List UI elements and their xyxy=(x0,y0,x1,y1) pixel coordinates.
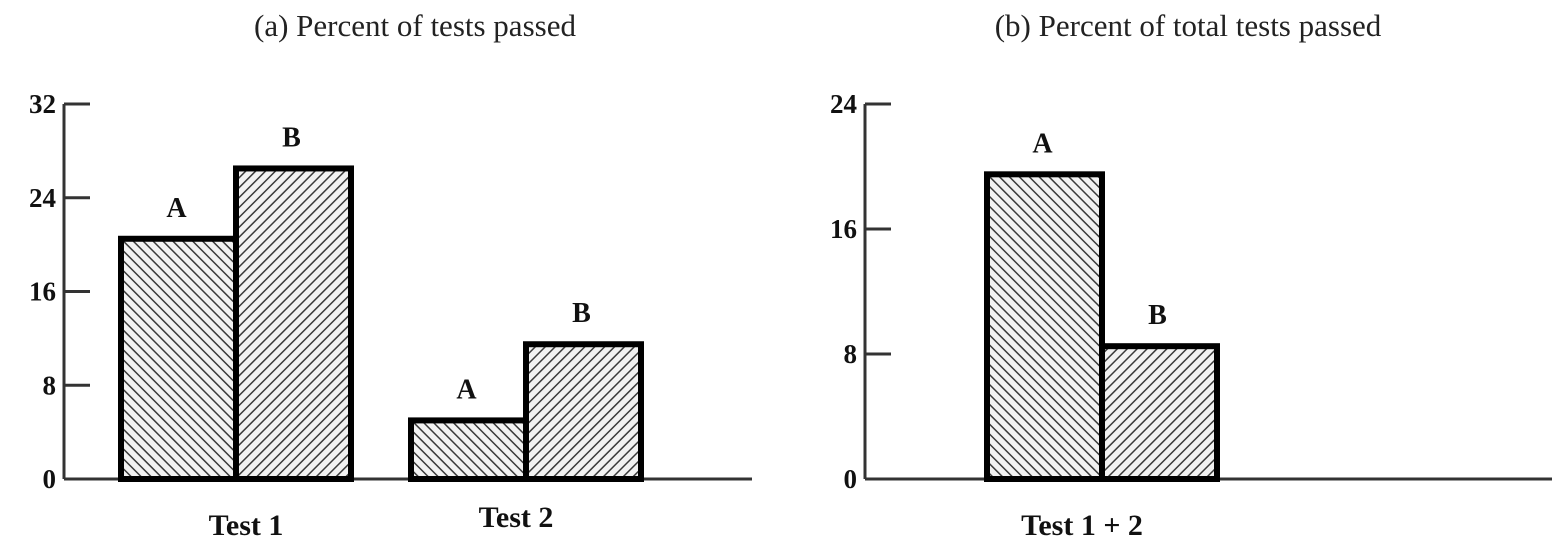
bar xyxy=(233,165,354,482)
chart-a-y-ticks: 0 8 16 24 32 xyxy=(29,89,90,494)
bar xyxy=(984,171,1105,482)
y-tick-label: 8 xyxy=(844,339,858,369)
bar-label: B xyxy=(1148,300,1167,331)
y-tick-label: 32 xyxy=(29,89,56,119)
y-tick-label: 0 xyxy=(844,464,858,494)
chart-b-bars: AB xyxy=(984,128,1220,482)
bar-label: B xyxy=(282,122,301,153)
y-tick-label: 24 xyxy=(830,89,857,119)
y-tick-label: 16 xyxy=(29,277,56,307)
y-tick-label: 0 xyxy=(43,464,57,494)
chart-b-title: (b) Percent of total tests passed xyxy=(995,8,1382,43)
chart-b-category-label: Test 1 + 2 xyxy=(1021,509,1143,542)
y-tick-label: 24 xyxy=(29,183,56,213)
bar-label: A xyxy=(456,374,477,405)
bar-label: B xyxy=(572,298,591,329)
chart-a-bars: A B A B xyxy=(118,122,644,482)
bar-label: A xyxy=(1032,128,1053,159)
chart-a-title: (a) Percent of tests passed xyxy=(254,8,576,43)
y-tick-label: 8 xyxy=(43,370,57,400)
bar xyxy=(1099,343,1220,482)
chart-a-category-label: Test 2 xyxy=(479,501,554,534)
bar xyxy=(118,235,239,482)
chart-b: (b) Percent of total tests passed 0 8 16 24… xyxy=(830,8,1552,542)
bar xyxy=(523,341,644,482)
chart-b-y-ticks: 0 8 16 24 xyxy=(830,89,891,494)
y-tick-label: 16 xyxy=(830,214,857,244)
chart-a-category-label: Test 1 xyxy=(209,509,284,542)
bar-label: A xyxy=(166,193,187,224)
bar xyxy=(408,417,529,482)
